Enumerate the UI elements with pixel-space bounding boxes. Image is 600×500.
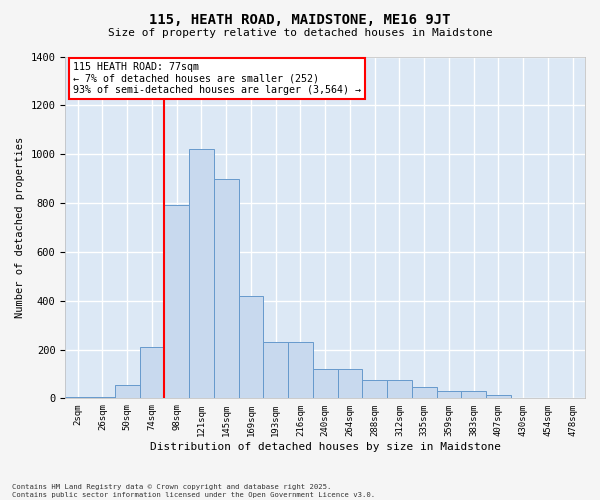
Bar: [461, 391, 486, 398]
Text: Contains HM Land Registry data © Crown copyright and database right 2025.
Contai: Contains HM Land Registry data © Crown c…: [12, 484, 375, 498]
Bar: [263, 342, 288, 398]
Bar: [387, 380, 412, 398]
Bar: [412, 388, 437, 398]
Bar: [164, 206, 189, 398]
Bar: [362, 380, 387, 398]
Bar: [115, 385, 140, 398]
Bar: [214, 178, 239, 398]
Text: 115, HEATH ROAD, MAIDSTONE, ME16 9JT: 115, HEATH ROAD, MAIDSTONE, ME16 9JT: [149, 12, 451, 26]
Text: 115 HEATH ROAD: 77sqm
← 7% of detached houses are smaller (252)
93% of semi-deta: 115 HEATH ROAD: 77sqm ← 7% of detached h…: [73, 62, 361, 95]
Text: Size of property relative to detached houses in Maidstone: Size of property relative to detached ho…: [107, 28, 493, 38]
Bar: [189, 150, 214, 398]
Bar: [486, 395, 511, 398]
Bar: [288, 342, 313, 398]
X-axis label: Distribution of detached houses by size in Maidstone: Distribution of detached houses by size …: [149, 442, 500, 452]
Bar: [90, 397, 115, 398]
Bar: [239, 296, 263, 398]
Bar: [338, 369, 362, 398]
Y-axis label: Number of detached properties: Number of detached properties: [15, 137, 25, 318]
Bar: [313, 369, 338, 398]
Bar: [140, 347, 164, 399]
Bar: [437, 391, 461, 398]
Bar: [65, 397, 90, 398]
